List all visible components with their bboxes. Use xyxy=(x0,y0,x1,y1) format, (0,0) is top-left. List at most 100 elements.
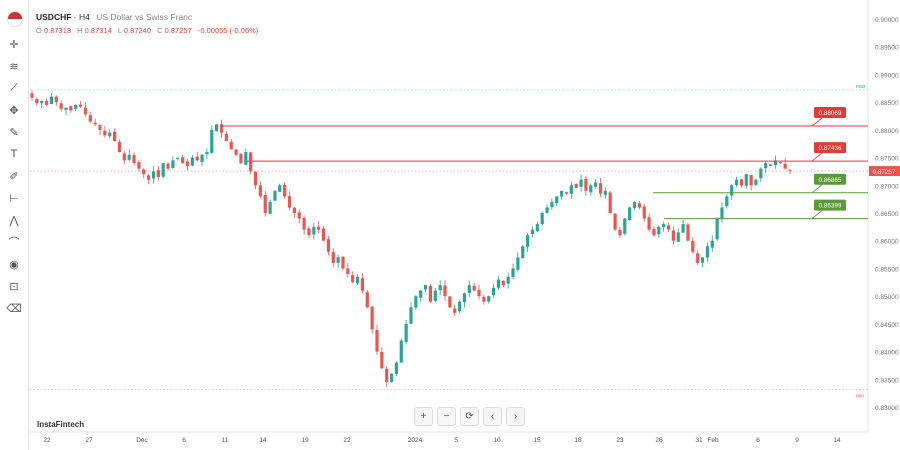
x-tick-label: 6 xyxy=(182,437,186,444)
brush-icon[interactable]: ✎ xyxy=(9,126,19,139)
node-icon[interactable]: ✥ xyxy=(9,104,19,117)
candle-body xyxy=(127,154,131,160)
candle-body xyxy=(166,163,170,169)
fib-icon[interactable]: ≋ xyxy=(9,60,19,73)
close-label: C xyxy=(157,26,163,35)
candle-body xyxy=(307,228,311,236)
text-icon[interactable]: T xyxy=(10,148,18,160)
candle-body xyxy=(64,107,68,110)
timeframe[interactable]: H4 xyxy=(79,12,90,22)
lock-icon[interactable]: ⊡ xyxy=(9,280,19,293)
candle-body xyxy=(710,240,714,248)
candle-body xyxy=(511,268,515,277)
crosshair-icon[interactable]: ✛ xyxy=(9,38,19,51)
ruler-icon[interactable]: ⊢ xyxy=(9,192,19,205)
candle-body xyxy=(258,185,262,197)
scroll-left-button[interactable]: ‹ xyxy=(483,407,502,426)
candle-body xyxy=(414,296,418,308)
x-tick-label: 31 xyxy=(695,437,703,444)
candle-body xyxy=(686,224,690,241)
low-value: 0.87240 xyxy=(123,26,152,35)
candle-body xyxy=(666,225,671,230)
y-tick-label: 0.85000 xyxy=(875,294,899,301)
candle-body xyxy=(419,290,423,298)
candle-body xyxy=(35,98,39,104)
candle-body xyxy=(399,340,403,363)
candle-body xyxy=(355,276,360,284)
candle-body xyxy=(589,185,593,193)
symbol-name[interactable]: USDCHF xyxy=(36,12,72,22)
pencil-icon[interactable]: ✐ xyxy=(9,170,19,183)
x-tick-label: 2024 xyxy=(408,437,423,444)
candle-body xyxy=(744,174,748,186)
candle-body xyxy=(603,190,607,195)
candle-body xyxy=(346,268,350,274)
candle-body xyxy=(623,218,627,234)
x-tick-label: 6 xyxy=(756,437,760,444)
candle-body xyxy=(161,163,165,177)
candle-body xyxy=(535,224,539,232)
candle-body xyxy=(773,160,778,166)
candle-body xyxy=(404,323,408,342)
zoom-controls: + − ⟳ ‹ › xyxy=(414,407,525,426)
candle-body xyxy=(764,163,768,169)
x-tick-label: 15 xyxy=(533,437,541,444)
candle-body xyxy=(394,362,399,374)
candle-body xyxy=(652,228,656,236)
candle-body xyxy=(632,201,637,209)
candle-body xyxy=(351,275,355,283)
reset-button[interactable]: ⟳ xyxy=(460,407,479,426)
candle-body xyxy=(137,161,141,169)
candle-body xyxy=(103,130,107,136)
candle-body xyxy=(700,257,705,263)
level-tag-label: 0.87436 xyxy=(819,145,842,152)
candle-body xyxy=(49,96,54,104)
candle-body xyxy=(341,256,345,269)
candle-body xyxy=(147,175,151,180)
candle-body xyxy=(336,257,340,263)
candle-body xyxy=(30,93,34,98)
candle-body xyxy=(584,178,588,191)
candle-body xyxy=(594,182,598,187)
candle-body xyxy=(516,257,520,270)
candle-body xyxy=(210,129,214,153)
y-tick-label: 0.84000 xyxy=(875,350,899,357)
y-tick-label: 0.85500 xyxy=(875,266,899,273)
usa-flag-icon[interactable] xyxy=(7,11,23,27)
candle-body xyxy=(768,164,773,166)
brand-logo: InstaFintech xyxy=(37,420,85,429)
candle-body xyxy=(370,306,374,330)
high-value: 0.87314 xyxy=(84,26,112,35)
pattern-icon[interactable]: ⋀ xyxy=(9,214,19,227)
y-tick-label: 0.88500 xyxy=(875,100,899,107)
candle-body xyxy=(331,252,335,263)
candle-body xyxy=(389,373,394,382)
candle-body xyxy=(487,296,491,302)
candle-body xyxy=(409,307,413,324)
candle-body xyxy=(428,285,433,302)
candle-body xyxy=(691,240,695,252)
magnet-icon[interactable]: ⌒ xyxy=(8,237,20,249)
scroll-right-button[interactable]: › xyxy=(506,407,525,426)
candle-body xyxy=(671,230,675,241)
candle-body xyxy=(453,308,457,313)
zoom-out-button[interactable]: − xyxy=(437,407,456,426)
candle-body xyxy=(637,203,641,208)
max-label: max xyxy=(856,84,866,90)
trash-icon[interactable]: ⌫ xyxy=(6,302,22,315)
trend-line-icon[interactable]: ⟋ xyxy=(10,81,18,94)
candle-body xyxy=(142,169,146,175)
candle-body xyxy=(375,330,379,352)
candle-body xyxy=(44,100,49,105)
candle-body xyxy=(598,183,603,194)
candle-body xyxy=(560,190,564,197)
candle-body xyxy=(234,149,238,155)
y-tick-label: 0.83500 xyxy=(875,377,899,384)
eye-icon[interactable]: ◉ xyxy=(9,258,19,271)
zoom-in-button[interactable]: + xyxy=(414,407,433,426)
candle-body xyxy=(195,156,199,161)
candle-body xyxy=(555,196,559,204)
candle-body xyxy=(156,170,160,177)
candle-body xyxy=(132,155,136,164)
